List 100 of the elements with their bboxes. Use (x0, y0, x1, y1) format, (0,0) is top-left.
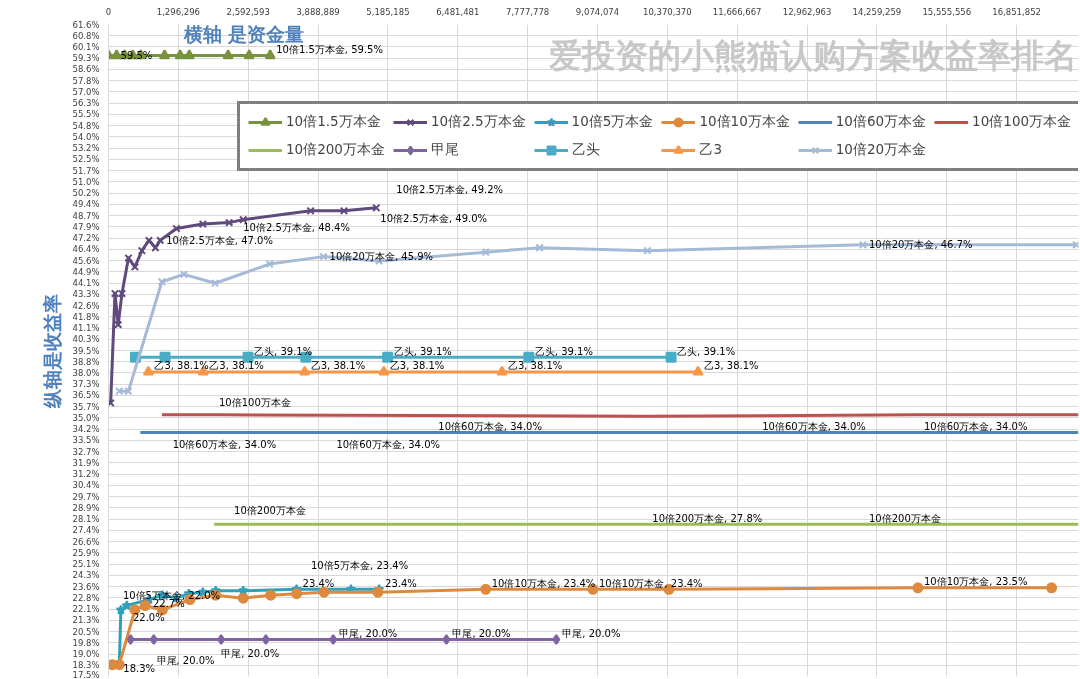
y-tick-label: 61.6% (72, 19, 100, 30)
y-tick-label: 55.5% (72, 109, 100, 120)
y-tick-label: 21.3% (72, 615, 100, 626)
annotation: 10倍10万本金, 23.4% (598, 577, 703, 589)
annotation: 乙3, 38.1% (154, 360, 209, 372)
x-tick-label: 9,074,074 (575, 6, 620, 17)
y-tick-label: 35.0% (72, 412, 100, 423)
annotation: 乙3, 38.1% (389, 360, 445, 372)
annotation: 22.0% (132, 612, 165, 624)
annotation: 10倍10万本金, 23.4% (491, 577, 596, 589)
annotation: 10倍100万本金 (218, 397, 291, 409)
y-tick-label: 41.1% (72, 323, 100, 334)
y-tick-label: 44.1% (72, 278, 100, 289)
legend-label: 10倍1.5万本金 (286, 113, 381, 131)
legend-label: 10倍60万本金 (835, 113, 927, 131)
legend-label: 10倍2.5万本金 (430, 113, 526, 131)
y-tick-label: 57.0% (72, 86, 100, 97)
annotation: 10倍200万本金, 27.8% (652, 512, 763, 524)
legend-label: 10倍200万本金 (286, 141, 385, 159)
y-axis-title: 纵轴是收益率 (41, 293, 64, 409)
annotation: 乙头, 39.1% (534, 345, 593, 357)
y-tick-label: 60.8% (72, 30, 100, 41)
y-tick-label: 30.4% (72, 480, 100, 491)
annotation: 18.3% (123, 663, 156, 675)
annotation: 乙头, 39.1% (677, 345, 736, 357)
y-tick-label: 34.2% (72, 424, 100, 435)
x-tick-label: 0 (105, 6, 112, 17)
y-tick-label: 19.8% (72, 637, 100, 648)
annotation: 59.5% (120, 50, 153, 62)
x-tick-label: 1,296,296 (156, 6, 200, 17)
y-tick-label: 33.5% (72, 435, 100, 446)
y-tick-label: 51.0% (72, 176, 100, 187)
y-tick-label: 23.6% (72, 581, 100, 592)
y-tick-label: 54.8% (72, 120, 100, 131)
x-tick-label: 2,592,593 (226, 6, 270, 17)
x-tick-label: 15,555,556 (922, 6, 972, 17)
y-tick-label: 38.8% (72, 356, 100, 367)
annotation: 乙3, 38.1% (704, 360, 759, 372)
y-tick-label: 17.5% (72, 669, 100, 679)
y-tick-label: 56.3% (72, 98, 100, 109)
x-tick-label: 3,888,889 (296, 6, 340, 17)
annotation: 乙头, 39.1% (393, 345, 452, 357)
annotation: 10倍60万本金, 34.0% (438, 421, 542, 433)
y-tick-label: 40.3% (72, 334, 100, 345)
y-tick-label: 58.6% (72, 64, 100, 75)
annotation: 乙3, 38.1% (209, 360, 264, 372)
x-tick-label: 10,370,370 (643, 6, 692, 17)
annotation: 10倍60万本金, 34.0% (172, 439, 277, 451)
y-tick-label: 48.7% (72, 210, 100, 221)
x-tick-label: 11,666,667 (712, 6, 762, 17)
y-tick-label: 24.3% (72, 570, 100, 581)
annotation: 甲尾, 20.0% (221, 648, 280, 660)
y-tick-label: 27.4% (72, 525, 100, 536)
x-axis-title: 横轴 是资金量 (182, 22, 305, 45)
annotation: 乙3, 38.1% (310, 360, 366, 372)
y-tick-label: 31.9% (72, 457, 100, 468)
y-tick-label: 42.6% (72, 300, 100, 311)
annotation: 10倍5万本金, 23.4% (311, 559, 409, 571)
y-tick-label: 22.1% (72, 604, 100, 615)
annotation: 10倍200万本金 (868, 512, 941, 524)
y-tick-label: 46.4% (72, 244, 100, 255)
y-tick-label: 52.5% (72, 154, 100, 165)
y-tick-label: 37.3% (72, 379, 100, 390)
x-tick-label: 7,777,778 (506, 6, 550, 17)
annotation: 10倍200万本金 (234, 504, 306, 516)
x-tick-label: 12,962,963 (782, 6, 832, 17)
annotation: 甲尾, 20.0% (452, 628, 511, 640)
y-tick-label: 57.8% (72, 75, 100, 86)
y-tick-label: 25.9% (72, 547, 100, 558)
y-tick-label: 50.2% (72, 188, 100, 199)
annotation: 乙3, 38.1% (507, 360, 563, 372)
annotation: 乙头, 39.1% (254, 345, 313, 357)
x-tick-label: 14,259,259 (852, 6, 902, 17)
legend-label: 乙3 (699, 141, 722, 159)
y-tick-label: 18.3% (72, 660, 100, 671)
y-tick-label: 41.8% (72, 311, 100, 322)
annotation: 10倍2.5万本金, 47.0% (166, 234, 273, 246)
annotation: 10倍2.5万本金, 49.2% (396, 184, 504, 196)
y-tick-label: 32.7% (72, 446, 100, 457)
x-tick-label: 6,481,481 (436, 6, 480, 17)
annotation: 甲尾, 20.0% (156, 655, 215, 666)
annotation: 10倍1.5万本金, 59.5% (276, 44, 383, 56)
x-tick-label: 16,851,852 (992, 6, 1041, 17)
x-tick-label: 5,185,185 (366, 6, 410, 17)
annotation: 10倍60万本金, 34.0% (923, 421, 1028, 433)
legend-label: 10倍5万本金 (571, 113, 654, 131)
annotation: 10倍2.5万本金, 49.0% (380, 213, 488, 225)
legend-label: 10倍20万本金 (835, 141, 927, 159)
y-tick-label: 49.4% (72, 199, 100, 210)
legend-label: 甲尾 (430, 141, 459, 159)
y-tick-label: 31.2% (72, 469, 100, 480)
y-tick-label: 26.6% (72, 536, 100, 547)
y-tick-label: 36.5% (72, 390, 100, 401)
legend-label: 乙头 (571, 141, 600, 159)
annotation: 10倍20万本金, 46.7% (868, 239, 973, 251)
y-tick-label: 19.0% (72, 649, 100, 660)
y-tick-label: 38.0% (72, 367, 100, 378)
annotation: 甲尾, 20.0% (339, 628, 398, 640)
y-tick-label: 29.7% (72, 491, 100, 502)
annotation: 10倍20万本金, 45.9% (329, 251, 434, 263)
